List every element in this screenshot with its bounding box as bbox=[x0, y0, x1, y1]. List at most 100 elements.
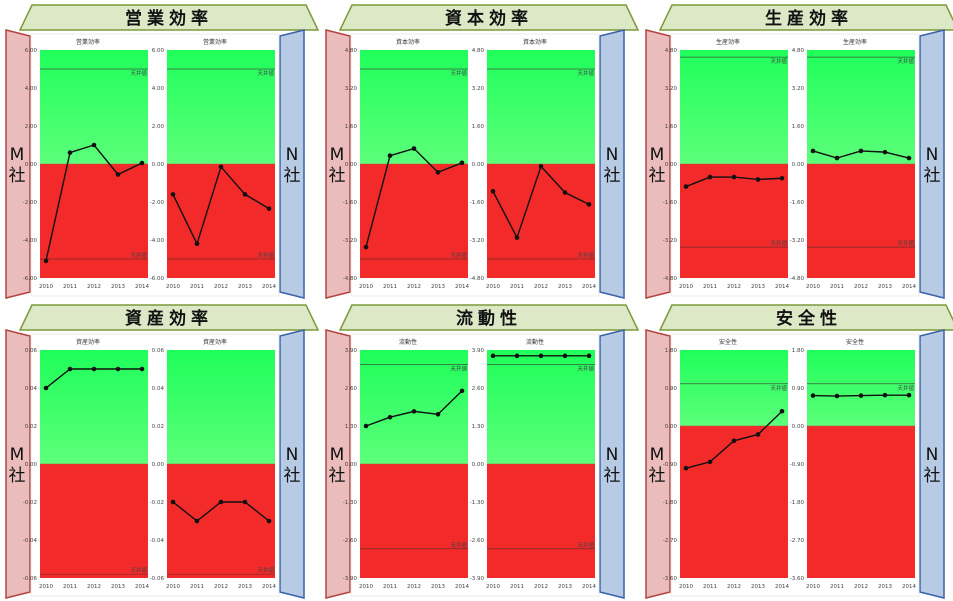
y-tick-label: 0.06 bbox=[152, 348, 165, 354]
x-tick-label: 2012 bbox=[854, 584, 868, 590]
y-tick-label: 0.06 bbox=[25, 348, 38, 354]
left-company-tab bbox=[645, 329, 671, 599]
data-point bbox=[882, 392, 888, 398]
panel-title: 資産効率 bbox=[203, 338, 227, 346]
positive-zone bbox=[807, 350, 915, 426]
y-tick-label: -0.06 bbox=[23, 576, 38, 582]
y-tick-label: 4.80 bbox=[345, 48, 358, 54]
panel-title: 資産効率 bbox=[76, 338, 100, 346]
y-tick-label: 3.20 bbox=[345, 86, 358, 92]
x-tick-label: 2014 bbox=[135, 284, 149, 290]
y-tick-label: -0.90 bbox=[663, 462, 678, 468]
y-tick-label: 2.60 bbox=[345, 386, 358, 392]
x-tick-label: 2014 bbox=[902, 284, 916, 290]
negative-zone bbox=[680, 164, 788, 278]
panel-title: 営業効率 bbox=[203, 38, 227, 46]
negative-zone bbox=[680, 426, 788, 578]
negative-zone bbox=[807, 164, 915, 278]
y-tick-label: 2.60 bbox=[472, 386, 485, 392]
y-tick-label: -4.00 bbox=[150, 238, 165, 244]
data-point bbox=[731, 174, 737, 180]
ideal-label: 天井値 bbox=[450, 541, 467, 549]
y-tick-label: 0.04 bbox=[25, 386, 38, 392]
panel-title: 資本効率 bbox=[396, 38, 420, 46]
data-point bbox=[906, 155, 912, 161]
y-tick-label: -3.90 bbox=[470, 576, 485, 582]
ideal-label: 天井値 bbox=[770, 384, 787, 392]
x-tick-label: 2013 bbox=[878, 284, 892, 290]
y-tick-label: -3.20 bbox=[470, 238, 485, 244]
y-tick-label: -1.80 bbox=[790, 500, 805, 506]
ideal-label: 天井値 bbox=[257, 566, 274, 574]
x-tick-label: 2014 bbox=[775, 584, 789, 590]
y-tick-label: -4.80 bbox=[663, 276, 678, 282]
data-point bbox=[115, 366, 121, 372]
x-tick-label: 2011 bbox=[830, 284, 844, 290]
y-tick-label: -1.80 bbox=[663, 500, 678, 506]
data-point bbox=[194, 518, 200, 524]
left-company-label: 社 bbox=[329, 166, 346, 186]
data-point bbox=[810, 393, 816, 398]
data-point bbox=[363, 423, 369, 429]
left-company-tab bbox=[325, 29, 351, 299]
x-tick-label: 2010 bbox=[166, 284, 180, 290]
data-point bbox=[91, 366, 97, 372]
y-tick-label: -0.02 bbox=[150, 500, 164, 506]
y-tick-label: 1.60 bbox=[472, 124, 485, 130]
y-tick-label: 3.20 bbox=[792, 86, 805, 92]
y-tick-label: -0.90 bbox=[790, 462, 805, 468]
data-point bbox=[779, 408, 785, 414]
x-tick-label: 2010 bbox=[359, 284, 373, 290]
y-tick-label: -1.60 bbox=[470, 200, 485, 206]
panel-title: 生産効率 bbox=[843, 38, 867, 46]
data-point bbox=[387, 414, 393, 420]
data-point bbox=[459, 388, 465, 394]
data-point bbox=[810, 148, 816, 154]
data-point bbox=[218, 499, 224, 505]
y-tick-label: 0.00 bbox=[345, 162, 358, 168]
positive-zone bbox=[680, 50, 788, 164]
x-tick-label: 2012 bbox=[854, 284, 868, 290]
right-company-tab bbox=[919, 29, 945, 299]
right-company-label: 社 bbox=[924, 466, 941, 486]
y-tick-label: -3.90 bbox=[343, 576, 358, 582]
right-company-tab bbox=[599, 329, 625, 599]
y-tick-label: 0.00 bbox=[152, 462, 165, 468]
y-tick-label: 4.00 bbox=[25, 86, 38, 92]
y-tick-label: 1.80 bbox=[665, 348, 678, 354]
ideal-label: 天井値 bbox=[130, 251, 147, 259]
x-tick-label: 2013 bbox=[111, 584, 125, 590]
data-point bbox=[490, 189, 496, 194]
group-title-banner bbox=[338, 304, 640, 331]
x-tick-label: 2010 bbox=[679, 584, 693, 590]
left-company-label: M bbox=[10, 145, 25, 165]
data-point bbox=[170, 192, 176, 197]
right-company-label: 社 bbox=[284, 466, 301, 486]
ideal-label: 天井値 bbox=[897, 57, 914, 65]
y-tick-label: -1.60 bbox=[790, 200, 805, 206]
x-tick-label: 2013 bbox=[238, 284, 252, 290]
data-point bbox=[218, 164, 224, 170]
panel-title: 生産効率 bbox=[716, 38, 740, 46]
y-tick-label: 1.30 bbox=[345, 424, 358, 430]
y-tick-label: -3.20 bbox=[663, 238, 678, 244]
chart-group-6: 安全性M社N社安全性1.800.900.00-0.90-1.80-2.70-3.… bbox=[645, 304, 953, 599]
group-title-banner bbox=[658, 304, 953, 331]
right-company-tab bbox=[279, 29, 305, 299]
x-tick-label: 2012 bbox=[534, 584, 548, 590]
data-point bbox=[707, 174, 713, 180]
y-tick-label: -2.60 bbox=[343, 538, 358, 544]
left-company-label: M bbox=[330, 145, 345, 165]
right-company-label: N bbox=[286, 445, 299, 465]
data-point bbox=[459, 160, 465, 166]
y-tick-label: 3.20 bbox=[472, 86, 485, 92]
x-tick-label: 2013 bbox=[751, 584, 765, 590]
x-tick-label: 2010 bbox=[806, 284, 820, 290]
data-point bbox=[266, 518, 272, 524]
x-tick-label: 2011 bbox=[510, 584, 524, 590]
right-company-label: N bbox=[606, 445, 619, 465]
y-tick-label: 0.00 bbox=[25, 162, 38, 168]
data-point bbox=[906, 392, 912, 398]
